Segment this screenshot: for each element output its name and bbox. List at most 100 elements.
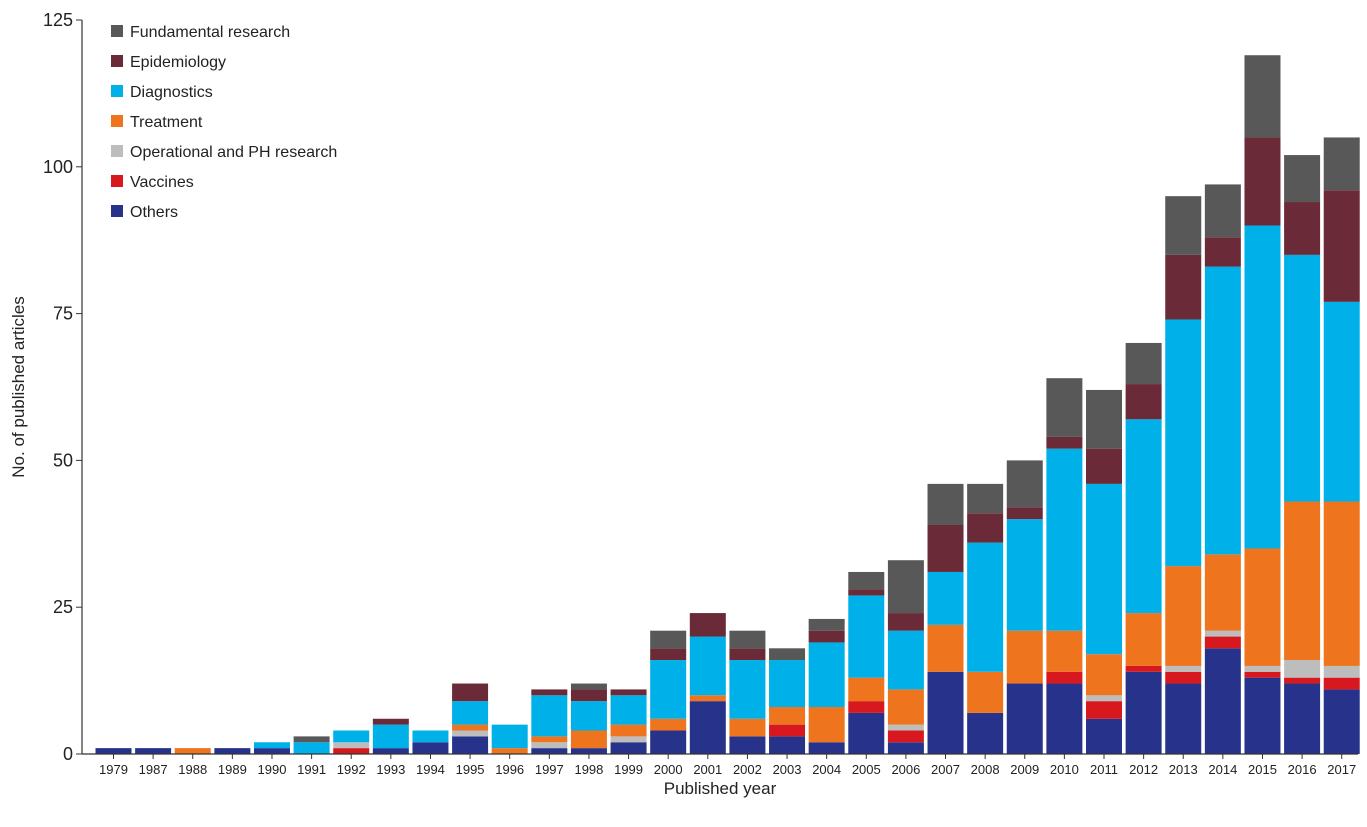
x-tick-label-2015: 2015 — [1248, 762, 1277, 777]
bar-segment-2005-epidemiology — [848, 589, 885, 596]
legend-swatch-others — [111, 205, 123, 217]
x-tick-label-2003: 2003 — [773, 762, 802, 777]
bar-segment-2015-others — [1244, 677, 1281, 754]
bar-segment-2010-fundamental-research — [1046, 378, 1083, 437]
x-tick-label-2016: 2016 — [1288, 762, 1317, 777]
bar-segment-2010-others — [1046, 683, 1083, 754]
bar-segment-1999-diagnostics — [610, 695, 647, 725]
bar-segment-2002-treatment — [729, 718, 766, 737]
bar-segment-2007-diagnostics — [927, 571, 964, 625]
bar-segment-2015-operational-and-ph-research — [1244, 665, 1281, 672]
x-tick-label-1997: 1997 — [535, 762, 564, 777]
bar-segment-1997-diagnostics — [531, 695, 568, 737]
bar-segment-2001-treatment — [689, 695, 726, 702]
bar-segment-2002-others — [729, 736, 766, 754]
bar-segment-1994-others — [412, 742, 449, 754]
legend-label-others: Others — [130, 204, 178, 221]
bar-segment-2003-diagnostics — [769, 660, 806, 708]
bar-segment-1997-treatment — [531, 736, 568, 743]
y-tick-label: 75 — [53, 304, 73, 324]
bar-segment-2004-epidemiology — [808, 630, 845, 643]
bar-segment-1991-diagnostics — [293, 742, 330, 754]
bar-segment-2008-epidemiology — [967, 513, 1004, 543]
bar-segment-2005-treatment — [848, 677, 885, 702]
bar-segment-2000-epidemiology — [650, 648, 687, 661]
bar-segment-2005-others — [848, 712, 885, 754]
bar-segment-1990-others — [253, 748, 290, 754]
x-tick-label-2014: 2014 — [1208, 762, 1237, 777]
bar-segment-2014-operational-and-ph-research — [1204, 630, 1241, 637]
x-tick-label-2004: 2004 — [812, 762, 841, 777]
bar-segment-1999-others — [610, 742, 647, 754]
x-tick-label-1995: 1995 — [456, 762, 485, 777]
bar-segment-2017-vaccines — [1323, 677, 1360, 690]
y-tick-label: 0 — [63, 744, 73, 764]
bar-segment-1999-epidemiology — [610, 689, 647, 696]
bar-segment-2008-others — [967, 712, 1004, 754]
bar-segment-2002-epidemiology — [729, 648, 766, 661]
bar-segment-2013-fundamental-research — [1165, 196, 1202, 255]
legend-label-vaccines: Vaccines — [130, 174, 194, 191]
bar-segment-2016-others — [1284, 683, 1321, 754]
bar-segment-2017-epidemiology — [1323, 190, 1360, 302]
bar-segment-2014-fundamental-research — [1204, 184, 1241, 238]
bar-segment-2008-diagnostics — [967, 542, 1004, 672]
x-tick-label-2012: 2012 — [1129, 762, 1158, 777]
bar-segment-1979-others — [95, 748, 132, 754]
bar-segment-2008-fundamental-research — [967, 483, 1004, 514]
bar-segment-2003-others — [769, 736, 806, 754]
bar-segment-2000-treatment — [650, 718, 687, 731]
bar-segment-2013-others — [1165, 683, 1202, 754]
bar-segment-2016-operational-and-ph-research — [1284, 660, 1321, 678]
bar-segment-1988-treatment — [174, 748, 211, 754]
x-tick-label-2008: 2008 — [971, 762, 1000, 777]
x-tick-label-1994: 1994 — [416, 762, 445, 777]
legend: Fundamental research Epidemiology Diagnost… — [111, 24, 337, 221]
bar-segment-2007-treatment — [927, 624, 964, 672]
x-tick-label-1993: 1993 — [376, 762, 405, 777]
bar-segment-2013-epidemiology — [1165, 254, 1202, 320]
bar-segment-2009-others — [1006, 683, 1043, 754]
bar-segment-2015-vaccines — [1244, 671, 1281, 678]
x-tick-label-1999: 1999 — [614, 762, 643, 777]
legend-label-operational-and-ph-research: Operational and PH research — [130, 144, 337, 161]
bar-segment-2006-treatment — [887, 689, 924, 725]
bar-segment-2016-fundamental-research — [1284, 155, 1321, 203]
x-tick-label-1987: 1987 — [139, 762, 168, 777]
bar-segment-1995-epidemiology — [452, 683, 489, 702]
bar-segment-2014-others — [1204, 648, 1241, 754]
bar-segment-1996-treatment — [491, 748, 528, 754]
legend-swatch-vaccines — [111, 175, 123, 187]
bar-segment-2000-others — [650, 730, 687, 754]
bar-segment-2012-diagnostics — [1125, 419, 1162, 614]
x-tick-label-2010: 2010 — [1050, 762, 1079, 777]
bar-segment-1999-treatment — [610, 724, 647, 737]
bar-segment-2015-treatment — [1244, 548, 1281, 666]
bar-segment-2000-diagnostics — [650, 660, 687, 719]
bar-segment-2006-epidemiology — [887, 613, 924, 631]
bar-segment-2017-operational-and-ph-research — [1323, 665, 1360, 678]
bar-segment-2001-others — [689, 701, 726, 754]
bar-segment-1992-diagnostics — [333, 730, 370, 743]
bar-segment-2005-vaccines — [848, 701, 885, 713]
legend-label-diagnostics: Diagnostics — [130, 84, 213, 101]
x-tick-label-2017: 2017 — [1327, 762, 1356, 777]
bar-segment-2007-fundamental-research — [927, 483, 964, 525]
bar-segment-2004-others — [808, 742, 845, 754]
bar-segment-2004-fundamental-research — [808, 618, 845, 631]
y-tick-label: 125 — [43, 10, 73, 30]
bar-segment-1998-others — [570, 748, 607, 754]
bar-segment-2013-diagnostics — [1165, 319, 1202, 567]
bar-segment-2009-diagnostics — [1006, 519, 1043, 631]
bar-segment-2012-others — [1125, 671, 1162, 754]
bar-segment-2016-epidemiology — [1284, 202, 1321, 255]
bar-segment-1993-epidemiology — [372, 718, 409, 725]
bar-segment-2012-vaccines — [1125, 665, 1162, 672]
bar-segment-1998-diagnostics — [570, 701, 607, 731]
legend-swatch-treatment — [111, 115, 123, 127]
bar-segment-2016-vaccines — [1284, 677, 1321, 684]
bar-segment-2012-epidemiology — [1125, 384, 1162, 420]
y-tick-label: 25 — [53, 597, 73, 617]
bar-segment-1992-operational-and-ph-research — [333, 742, 370, 749]
x-tick-label-1992: 1992 — [337, 762, 366, 777]
